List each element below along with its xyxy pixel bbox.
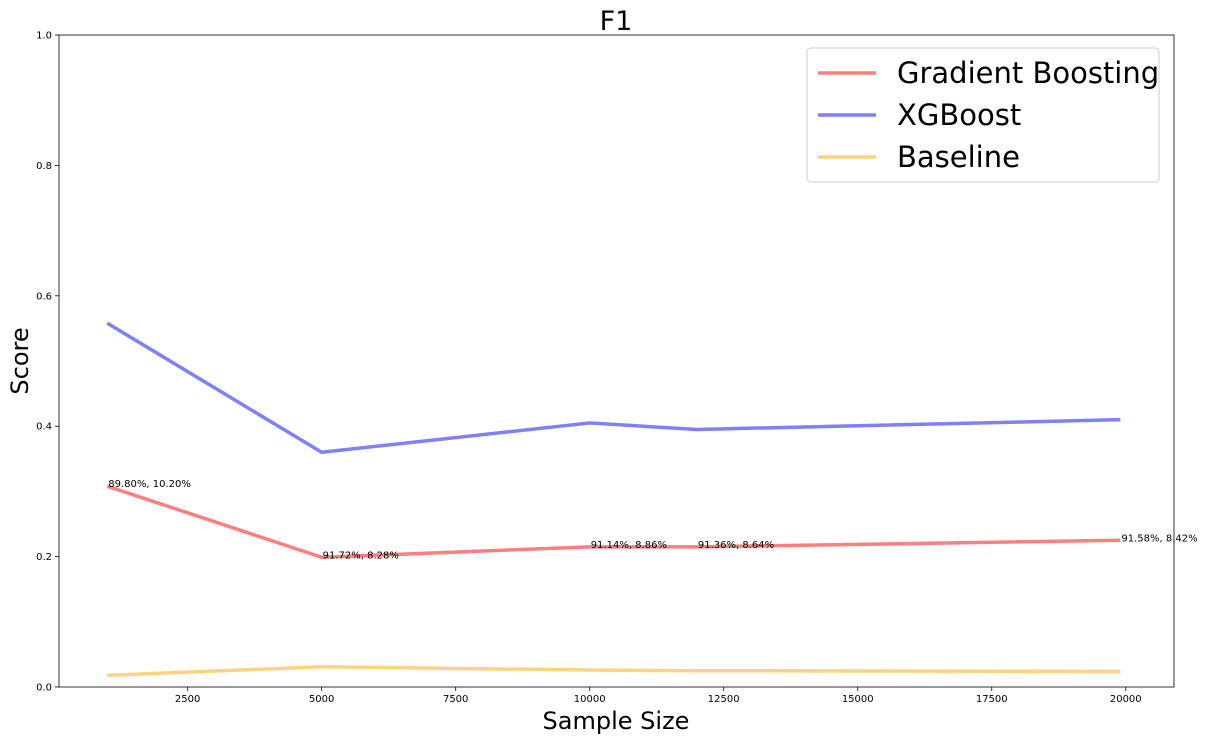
- y-tick-label: 0.4: [36, 422, 52, 433]
- y-tick-label: 0.0: [36, 683, 52, 694]
- legend-label-baseline: Baseline: [897, 140, 1020, 174]
- chart-title: F1: [600, 6, 633, 37]
- legend-label-xgboost: XGBoost: [897, 98, 1021, 132]
- series-line-baseline: [107, 665, 1121, 678]
- data-annotation: 91.72%, 8.28%: [323, 550, 399, 561]
- series-line-xgboost: [106, 321, 1121, 455]
- data-annotation: 91.14%, 8.86%: [591, 540, 667, 551]
- data-annotation: 91.36%, 8.64%: [698, 540, 774, 551]
- plot-area-frame: [58, 34, 1175, 688]
- y-tick-label: 0.6: [36, 291, 52, 302]
- x-tick-label: 15000: [842, 694, 874, 705]
- data-annotations: 89.80%, 10.20% 91.72%, 8.28% 91.14%, 8.86%…: [108, 479, 1197, 561]
- y-tick-label: 1.0: [36, 31, 52, 42]
- legend: Gradient Boosting XGBoost Baseline: [806, 47, 1160, 183]
- legend-frame: [806, 47, 1160, 183]
- x-tick-label: 17500: [976, 694, 1008, 705]
- x-axis-label: Sample Size: [543, 707, 690, 735]
- x-axis-ticks: 2500 5000 7500 10000 12500 15000 17500 20000: [175, 687, 1142, 705]
- x-tick-label: 7500: [443, 694, 468, 705]
- data-annotation: 91.58%, 8.42%: [1121, 533, 1197, 544]
- x-tick-label: 5000: [309, 694, 334, 705]
- series-line-gradient-boosting: [106, 484, 1121, 559]
- y-tick-label: 0.2: [36, 552, 52, 563]
- y-axis-ticks: 0.0 0.2 0.4 0.6 0.8 1.0: [36, 31, 59, 694]
- y-axis-label: Score: [6, 327, 34, 394]
- data-annotation: 89.80%, 10.20%: [108, 479, 191, 490]
- series-lines: [106, 321, 1121, 678]
- x-tick-label: 2500: [175, 694, 200, 705]
- y-tick-label: 0.8: [36, 161, 52, 172]
- x-tick-label: 20000: [1110, 694, 1142, 705]
- x-tick-label: 12500: [708, 694, 740, 705]
- legend-label-gradient-boosting: Gradient Boosting: [897, 56, 1159, 90]
- x-tick-label: 10000: [574, 694, 606, 705]
